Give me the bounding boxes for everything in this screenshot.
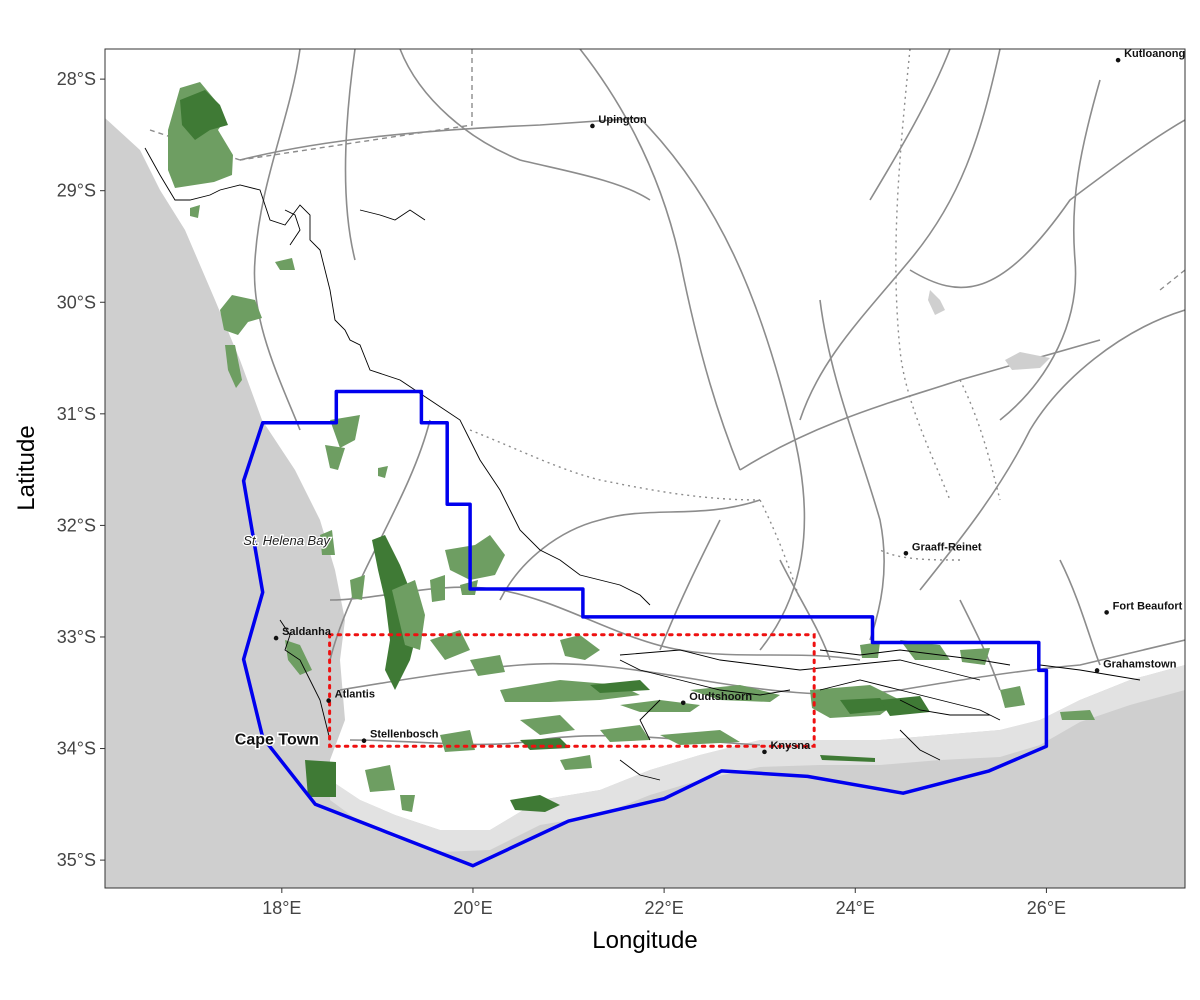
water-labels: St. Helena Bay [242,532,333,550]
place-label: Fort Beaufort [1113,600,1183,612]
place-marker [762,749,767,755]
place-label: Knysna [770,740,811,752]
y-tick-label: 31°S [57,404,96,424]
x-axis: 18°E 20°E 22°E 24°E 26°E [262,888,1066,918]
protected-areas [168,82,1095,812]
water-label: St. Helena Bay [243,533,331,548]
y-axis-title: Latitude [13,425,40,510]
place-marker [1115,57,1121,63]
y-tick-label: 29°S [57,181,96,201]
place-labels: Upington Kutloanong Graaff-Reinet Fort Beau… [233,48,1185,755]
x-tick-label: 26°E [1027,898,1066,918]
place-label: Stellenbosch [370,729,439,741]
place-marker [590,123,595,129]
place-marker [1094,668,1100,673]
y-axis: 28°S 29°S 30°S 31°S 32°S 33°S 34°S 35°S [57,69,105,870]
place-label: Cape Town [235,732,319,749]
place-label: Grahamstown [1103,658,1177,670]
study-area-boundary [241,389,1049,868]
y-tick-label: 35°S [57,850,96,870]
place-label: Saldanha [282,626,332,638]
place-marker [1104,610,1109,615]
y-tick-label: 33°S [57,627,96,647]
place-label: Atlantis [335,689,375,701]
place-label: Oudtshoorn [689,691,752,703]
place-label: Kutloanong [1124,48,1185,60]
x-tick-label: 20°E [453,898,492,918]
place-label: Upington [598,114,647,126]
coastline-and-rivers [144,147,1141,781]
place-marker [273,635,279,641]
place-label: Graaff-Reinet [912,541,982,553]
panel-border [104,48,1186,889]
y-tick-label: 30°S [57,292,96,312]
map-panel: Upington Kutloanong Graaff-Reinet Fort Beau… [105,48,1185,888]
reservoirs [928,290,1050,370]
x-tick-label: 24°E [836,898,875,918]
place-marker [326,698,331,703]
y-tick-label: 32°S [57,515,96,535]
x-tick-label: 22°E [644,898,683,918]
y-tick-label: 34°S [57,739,96,759]
x-axis-title: Longitude [592,927,697,954]
x-tick-label: 18°E [262,898,301,918]
place-marker [903,550,909,556]
place-marker [361,738,367,744]
y-tick-label: 28°S [57,69,96,89]
place-marker [680,700,686,706]
